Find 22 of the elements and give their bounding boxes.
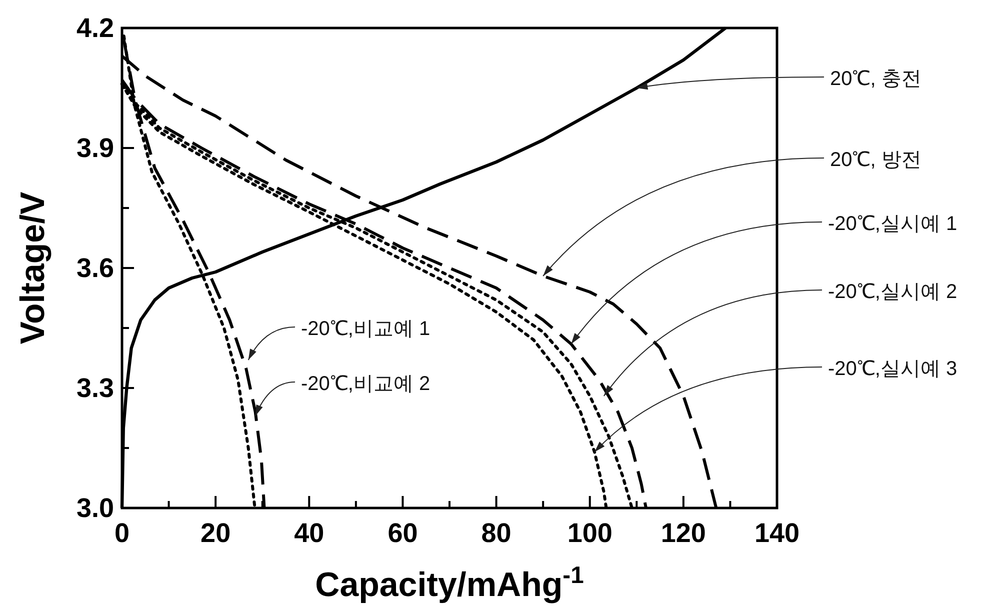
annotation: -20℃,실시예 1 — [828, 213, 958, 235]
x-tick-label: 120 — [660, 518, 706, 548]
y-tick-label: 4.2 — [76, 13, 114, 43]
x-tick-label: 20 — [200, 518, 231, 548]
annotation: -20℃,실시예 3 — [828, 358, 958, 380]
x-tick-label: 140 — [754, 518, 800, 548]
x-tick-label: 80 — [481, 518, 512, 548]
annotation: 20℃, 방전 — [830, 149, 922, 171]
y-tick-label: 3.9 — [76, 133, 114, 163]
y-tick-label: 3.0 — [76, 493, 114, 523]
y-tick-label: 3.6 — [76, 253, 114, 283]
x-axis-title: Capacity/mAhg$^{-1}$ — [315, 562, 584, 604]
x-tick-label: 100 — [567, 518, 612, 548]
annotation: -20℃,비교예 1 — [301, 318, 430, 340]
annotation: -20℃,비교예 2 — [301, 373, 430, 395]
annotation: 20℃, 충전 — [830, 68, 922, 90]
y-axis-title: Voltage/V — [14, 191, 52, 344]
x-tick-label: 0 — [114, 518, 130, 548]
y-tick-label: 3.3 — [76, 373, 114, 403]
annotation: -20℃,실시예 2 — [828, 281, 958, 303]
x-tick-label: 60 — [388, 518, 418, 548]
x-tick-label: 40 — [294, 518, 324, 548]
